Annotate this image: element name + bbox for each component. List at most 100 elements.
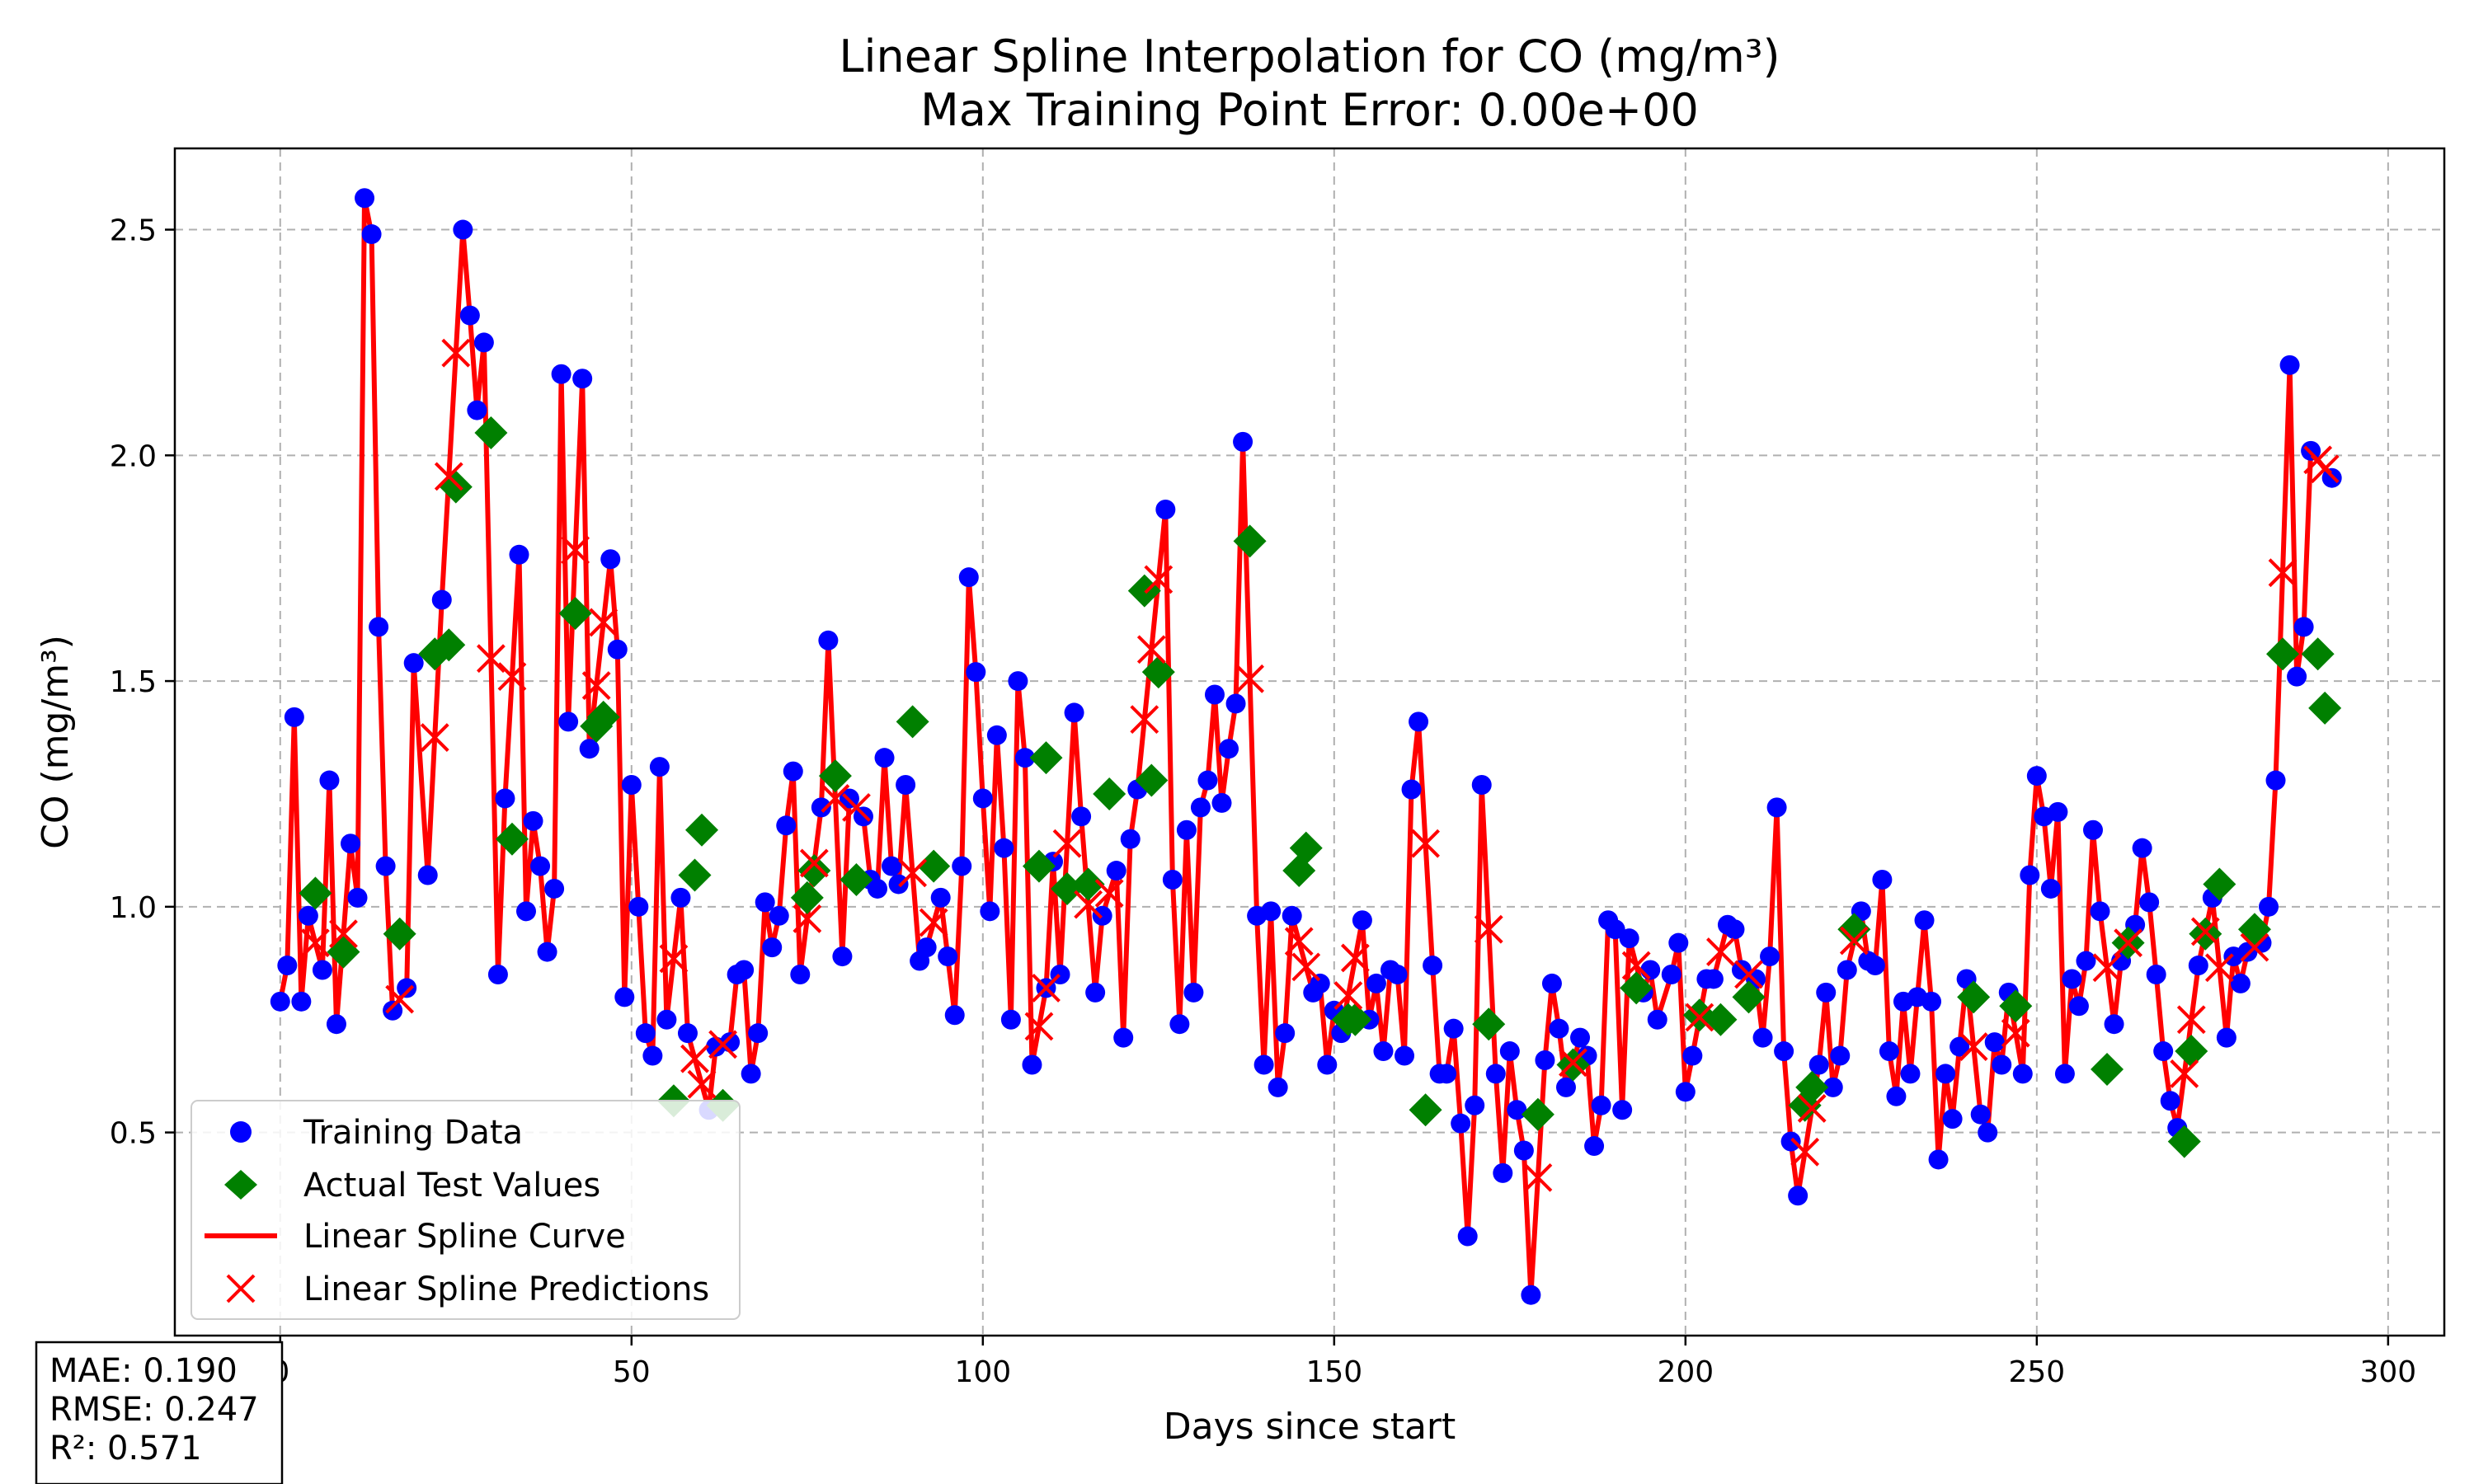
training-data-point: [1197, 770, 1218, 791]
test-value-point: [1071, 867, 1105, 901]
legend-marker-predictions: [226, 1274, 256, 1303]
spline-prediction-point: [581, 671, 611, 700]
training-data-point: [1219, 739, 1239, 759]
training-data-point: [1275, 1023, 1296, 1044]
training-data-point: [1724, 919, 1745, 940]
spline-prediction-point: [476, 644, 506, 674]
training-data-point: [326, 1014, 346, 1035]
training-data-point: [1225, 693, 1246, 714]
spline-prediction-point: [680, 1044, 709, 1073]
training-data-point: [383, 1000, 403, 1021]
training-data-point: [755, 892, 775, 913]
spline-prediction-point: [1790, 1137, 1820, 1167]
training-data-point: [628, 896, 649, 917]
training-data-point: [2188, 956, 2208, 976]
training-data-point: [2012, 1064, 2033, 1084]
chart-subtitle: Max Training Point Error: 0.00e+00: [920, 84, 1699, 136]
training-data-point: [1409, 711, 1429, 732]
test-value-point: [2266, 637, 2300, 671]
training-data-point: [2048, 801, 2068, 822]
training-data-point: [2068, 996, 2089, 1017]
spline-prediction-point: [385, 984, 415, 1014]
test-value-point: [1999, 989, 2033, 1023]
training-data-point: [677, 1023, 698, 1044]
grid: [175, 148, 2444, 1336]
training-data-point: [1570, 1027, 1591, 1048]
training-data-point: [2026, 766, 2047, 787]
training-data-point: [1485, 1064, 1506, 1084]
training-data-point: [1780, 1131, 1801, 1152]
test-value-point: [2203, 867, 2236, 901]
y-axis-label: CO (mg/m³): [35, 635, 77, 849]
training-data-point: [1513, 1140, 1534, 1161]
y-tick-label: 2.0: [110, 439, 157, 473]
training-data-point: [1190, 797, 1211, 818]
training-data-point: [1169, 1014, 1190, 1035]
spline-prediction-point: [1235, 664, 1264, 693]
training-data-point: [2216, 1027, 2236, 1048]
training-data-point: [776, 815, 797, 836]
test-value-point: [1051, 871, 1084, 905]
training-data-point: [966, 662, 986, 683]
x-tick-label: 150: [1305, 1355, 1362, 1389]
test-value-point: [1409, 1093, 1442, 1127]
training-data-point: [459, 305, 480, 326]
training-data-point: [1493, 1162, 1513, 1183]
training-data-point: [1106, 861, 1126, 881]
spline-prediction-point: [1340, 943, 1370, 973]
training-data-point: [2076, 951, 2096, 971]
training-data-point: [972, 788, 993, 809]
spline-prediction-point: [1074, 890, 1103, 919]
spline-prediction-point: [2170, 1059, 2199, 1088]
training-data-point: [1928, 1149, 1949, 1170]
test-value-point: [1620, 971, 1653, 1005]
test-value-point: [1837, 913, 1871, 946]
training-data-point: [495, 788, 515, 809]
test-value-point: [2175, 1035, 2208, 1068]
training-data-point: [403, 653, 424, 674]
training-data-point: [1310, 973, 1330, 993]
spline-prediction-point: [2092, 953, 2122, 983]
spline-prediction-point: [2176, 1005, 2206, 1035]
training-data-point: [1879, 1041, 1899, 1062]
spline-prediction-point: [1032, 973, 1061, 1003]
training-data-point: [572, 369, 593, 389]
training-data-point: [1395, 1045, 1415, 1066]
spline-prediction-point: [1333, 981, 1363, 1010]
spline-prediction-point: [919, 908, 948, 937]
spline-prediction-point: [1136, 635, 1166, 665]
test-value-point: [1338, 1003, 1372, 1036]
training-data-point: [649, 757, 670, 777]
spline-prediction-point: [1706, 937, 1735, 967]
training-data-point: [1942, 1109, 1963, 1129]
spline-prediction-point: [821, 784, 850, 813]
training-data-point: [1774, 1041, 1794, 1062]
training-data-point: [2132, 838, 2152, 858]
training-data-point: [1970, 1104, 1991, 1125]
legend-label-training: Training Data: [303, 1114, 523, 1152]
training-data-point: [1211, 792, 1232, 813]
training-data-point: [1465, 1095, 1485, 1115]
training-data-point: [1830, 1045, 1851, 1066]
training-data-point: [2054, 1064, 2075, 1084]
training-data-point: [2020, 865, 2040, 885]
spline-prediction-point: [1130, 705, 1159, 735]
training-data-point: [312, 960, 332, 980]
spline-prediction-point: [708, 1030, 737, 1059]
training-data-point: [1935, 1064, 1956, 1084]
training-data-point: [769, 905, 789, 926]
spline-prediction-point: [300, 928, 330, 958]
test-value-point: [2301, 637, 2335, 671]
training-data-point: [1605, 919, 1625, 940]
training-data-point: [1204, 684, 1225, 705]
test-value-point: [1022, 849, 1056, 883]
training-data-point: [1703, 969, 1724, 989]
training-data-point: [1872, 869, 1893, 890]
chart-title: Linear Spline Interpolation for CO (mg/m…: [839, 31, 1780, 82]
training-data-point: [1921, 991, 1942, 1012]
training-data-point: [868, 878, 888, 899]
training-data-point: [355, 188, 375, 209]
test-value-point: [1472, 1007, 1506, 1041]
spline-prediction-point: [2268, 558, 2298, 588]
